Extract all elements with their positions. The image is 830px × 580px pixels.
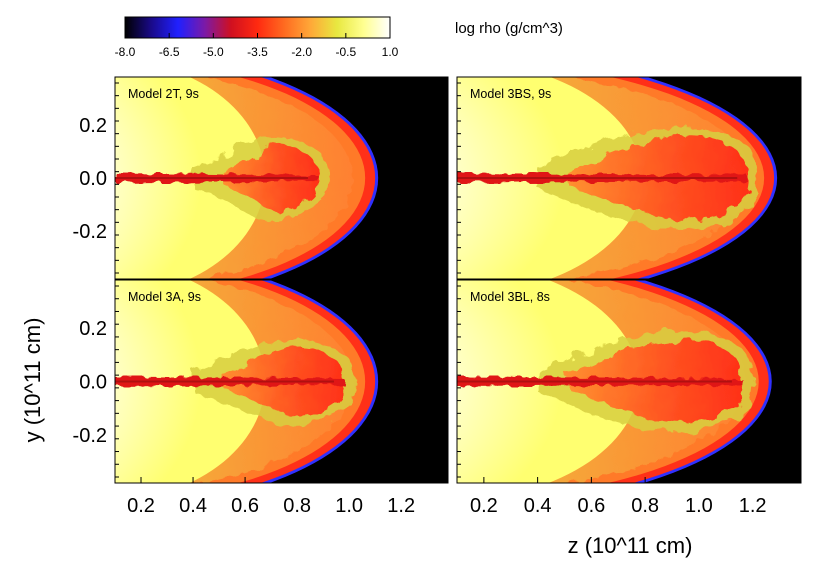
y-tick-label: 0.2 <box>79 318 107 340</box>
x-tick-label: 0.6 <box>577 495 605 517</box>
y-tick-label: 0.0 <box>79 168 107 190</box>
panel-frame <box>456 279 802 484</box>
density-map <box>115 77 448 279</box>
density-map <box>457 280 801 483</box>
x-tick-label: 0.2 <box>127 495 155 517</box>
x-tick-label: 0.8 <box>283 495 311 517</box>
panel: Model 3BL, 8s 0.2 0.4 0.6 0.8 1.0 1.2 <box>456 279 802 517</box>
density-map <box>115 280 448 483</box>
colorbar-tick-label: -5.0 <box>203 45 224 59</box>
colorbar-tick-label: -2.0 <box>291 45 312 59</box>
panel-frame <box>114 76 449 280</box>
density-map <box>457 77 801 279</box>
panel-frame <box>114 279 449 484</box>
colorbar-tick-label: -6.5 <box>159 45 180 59</box>
x-tick-label: 1.0 <box>685 495 713 517</box>
panel: Model 3A, 9s 0.2 0.0 -0.2 0.2 0.4 0.6 0.8 1.0 1.2 <box>73 279 449 517</box>
colorbar-tick-label: -0.5 <box>335 45 356 59</box>
panel: Model 3BS, 9s <box>456 76 802 280</box>
y-tick-label: 0.2 <box>79 115 107 137</box>
x-tick-label: 0.8 <box>631 495 659 517</box>
y-tick-label: 0.0 <box>79 372 107 394</box>
colorbar-ticks: -8.0 -6.5 -5.0 -3.5 -2.0 -0.5 1.0 <box>115 33 399 59</box>
panel-label: Model 3A, 9s <box>128 290 201 304</box>
panels: Model 2T, 9s 0.2 0.0 -0.2 Model 3BS, 9s Model… <box>73 76 802 517</box>
panel-label: Model 3BS, 9s <box>470 87 551 101</box>
colorbar-title: log rho (g/cm^3) <box>455 20 563 37</box>
y-axis-label: y (10^11 cm) <box>20 318 45 443</box>
x-tick-label: 0.4 <box>179 495 207 517</box>
x-tick-label: 1.2 <box>739 495 767 517</box>
y-tick-label: -0.2 <box>73 425 107 447</box>
colorbar-tick-label: -8.0 <box>115 45 136 59</box>
panel-frame <box>456 76 802 280</box>
panel-label: Model 2T, 9s <box>128 87 199 101</box>
x-tick-label: 1.0 <box>335 495 363 517</box>
colorbar: -8.0 -6.5 -5.0 -3.5 -2.0 -0.5 1.0 log rho (g/c… <box>115 16 563 59</box>
x-tick-label: 0.2 <box>470 495 498 517</box>
y-tick-label: -0.2 <box>73 221 107 243</box>
panel-label: Model 3BL, 8s <box>470 290 550 304</box>
x-tick-label: 0.6 <box>231 495 259 517</box>
panel: Model 2T, 9s 0.2 0.0 -0.2 <box>73 76 449 280</box>
x-tick-label: 0.4 <box>524 495 552 517</box>
x-tick-label: 1.2 <box>387 495 415 517</box>
x-axis-label: z (10^11 cm) <box>568 533 693 558</box>
colorbar-tick-label: -3.5 <box>247 45 268 59</box>
colorbar-tick-label: 1.0 <box>382 45 399 59</box>
